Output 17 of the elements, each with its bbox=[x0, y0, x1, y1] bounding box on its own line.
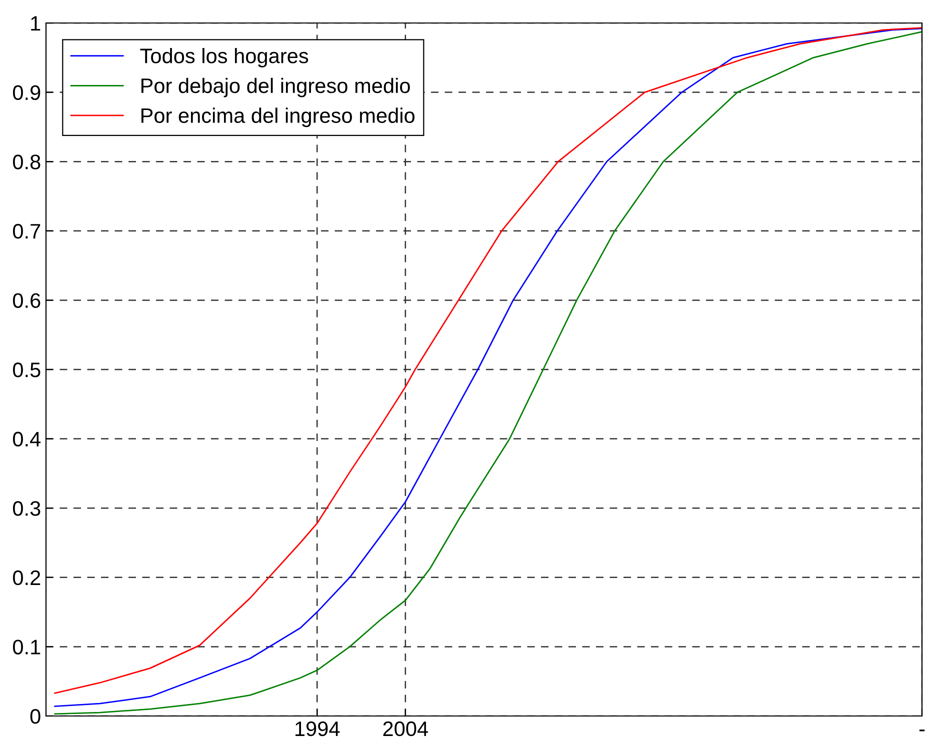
x-tick-label: 1994 bbox=[296, 721, 340, 736]
x-tick-label: - bbox=[919, 730, 925, 732]
y-tick-label: 0.7 bbox=[12, 224, 40, 239]
legend-label: Todos los hogares bbox=[140, 48, 308, 68]
y-tick-label: 0.2 bbox=[12, 570, 40, 586]
legend-label: Por debajo del ingreso medio bbox=[141, 78, 410, 98]
legend-label: Por encima del ingreso medio bbox=[141, 108, 414, 128]
y-tick-label: 0 bbox=[30, 709, 40, 724]
y-tick-label: 0.3 bbox=[12, 501, 40, 516]
y-tick-label: 0.9 bbox=[12, 85, 40, 100]
y-tick-label: 0.4 bbox=[12, 432, 41, 447]
y-tick-label: 0.6 bbox=[12, 293, 40, 308]
x-tick-label: 2004 bbox=[383, 721, 428, 736]
y-tick-label: 0.5 bbox=[12, 362, 40, 378]
y-tick-label: 0.8 bbox=[12, 154, 40, 170]
y-tick-label: 1 bbox=[31, 16, 40, 31]
y-tick-label: 0.1 bbox=[12, 640, 40, 654]
